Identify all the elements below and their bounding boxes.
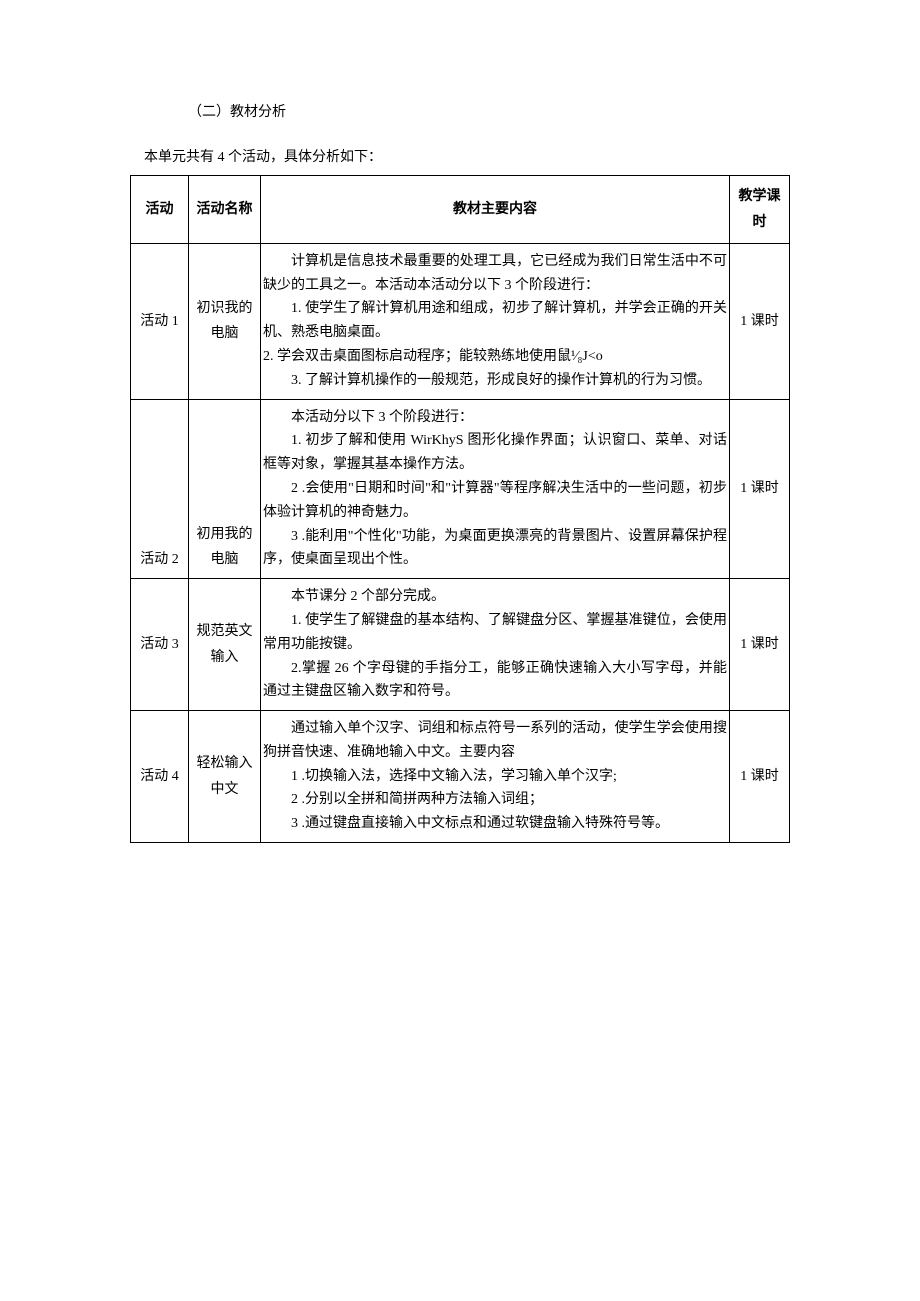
header-activity: 活动 <box>131 176 189 243</box>
content-para: 1 .切换输入法，选择中文输入法，学习输入单个汉字; <box>263 765 727 789</box>
cell-activity: 活动 3 <box>131 579 189 711</box>
content-para: 3 .能利用"个性化"功能，为桌面更换漂亮的背景图片、设置屏幕保护程序，使桌面呈… <box>263 525 727 573</box>
activity-table: 活动 活动名称 教材主要内容 教学课时 活动 1 初识我的电脑 计算机是信息技术… <box>130 175 790 843</box>
header-content: 教材主要内容 <box>261 176 730 243</box>
content-para: 通过输入单个汉字、词组和标点符号一系列的活动，使学生学会使用搜狗拼音快速、准确地… <box>263 717 727 765</box>
cell-hours: 1 课时 <box>730 243 790 399</box>
content-para: 计算机是信息技术最重要的处理工具，它已经成为我们日常生活中不可缺少的工具之一。本… <box>263 250 727 298</box>
cell-content: 本活动分以下 3 个阶段进行： 1. 初步了解和使用 WirKhyS 图形化操作… <box>261 399 730 579</box>
table-row: 活动 2 初用我的电脑 本活动分以下 3 个阶段进行： 1. 初步了解和使用 W… <box>131 399 790 579</box>
content-para: 1. 使学生了解计算机用途和组成，初步了解计算机，并学会正确的开关机、熟悉电脑桌… <box>263 297 727 345</box>
table-row: 活动 4 轻松输入中文 通过输入单个汉字、词组和标点符号一系列的活动，使学生学会… <box>131 711 790 843</box>
cell-name: 轻松输入中文 <box>189 711 261 843</box>
cell-hours: 1 课时 <box>730 399 790 579</box>
content-para: 2.掌握 26 个字母键的手指分工，能够正确快速输入大小写字母，并能通过主键盘区… <box>263 657 727 705</box>
cell-hours: 1 课时 <box>730 579 790 711</box>
content-para: 2 .会使用"日期和时间"和"计算器"等程序解决生活中的一些问题，初步体验计算机… <box>263 477 727 525</box>
intro-text: 本单元共有 4 个活动，具体分析如下： <box>130 145 790 170</box>
content-para: 2. 学会双击桌面图标启动程序；能较熟练地使用鼠¹⁄₈J<o <box>263 345 727 369</box>
cell-activity: 活动 1 <box>131 243 189 399</box>
header-hours: 教学课时 <box>730 176 790 243</box>
cell-content: 计算机是信息技术最重要的处理工具，它已经成为我们日常生活中不可缺少的工具之一。本… <box>261 243 730 399</box>
content-para: 本活动分以下 3 个阶段进行： <box>263 406 727 430</box>
content-para: 1. 初步了解和使用 WirKhyS 图形化操作界面；认识窗口、菜单、对话框等对… <box>263 429 727 477</box>
cell-hours: 1 课时 <box>730 711 790 843</box>
cell-content: 本节课分 2 个部分完成。 1. 使学生了解键盘的基本结构、了解键盘分区、掌握基… <box>261 579 730 711</box>
cell-content: 通过输入单个汉字、词组和标点符号一系列的活动，使学生学会使用搜狗拼音快速、准确地… <box>261 711 730 843</box>
table-header-row: 活动 活动名称 教材主要内容 教学课时 <box>131 176 790 243</box>
cell-name: 初识我的电脑 <box>189 243 261 399</box>
header-name: 活动名称 <box>189 176 261 243</box>
table-row: 活动 3 规范英文输入 本节课分 2 个部分完成。 1. 使学生了解键盘的基本结… <box>131 579 790 711</box>
content-para: 3 .通过键盘直接输入中文标点和通过软键盘输入特殊符号等。 <box>263 812 727 836</box>
section-heading: （二）教材分析 <box>160 100 790 125</box>
content-para: 3. 了解计算机操作的一般规范，形成良好的操作计算机的行为习惯。 <box>263 369 727 393</box>
cell-name: 规范英文输入 <box>189 579 261 711</box>
cell-activity: 活动 2 <box>131 399 189 579</box>
cell-activity: 活动 4 <box>131 711 189 843</box>
content-para: 2 .分别以全拼和简拼两种方法输入词组； <box>263 788 727 812</box>
content-para: 1. 使学生了解键盘的基本结构、了解键盘分区、掌握基准键位，会使用常用功能按键。 <box>263 609 727 657</box>
cell-name: 初用我的电脑 <box>189 399 261 579</box>
content-para: 本节课分 2 个部分完成。 <box>263 585 727 609</box>
table-row: 活动 1 初识我的电脑 计算机是信息技术最重要的处理工具，它已经成为我们日常生活… <box>131 243 790 399</box>
